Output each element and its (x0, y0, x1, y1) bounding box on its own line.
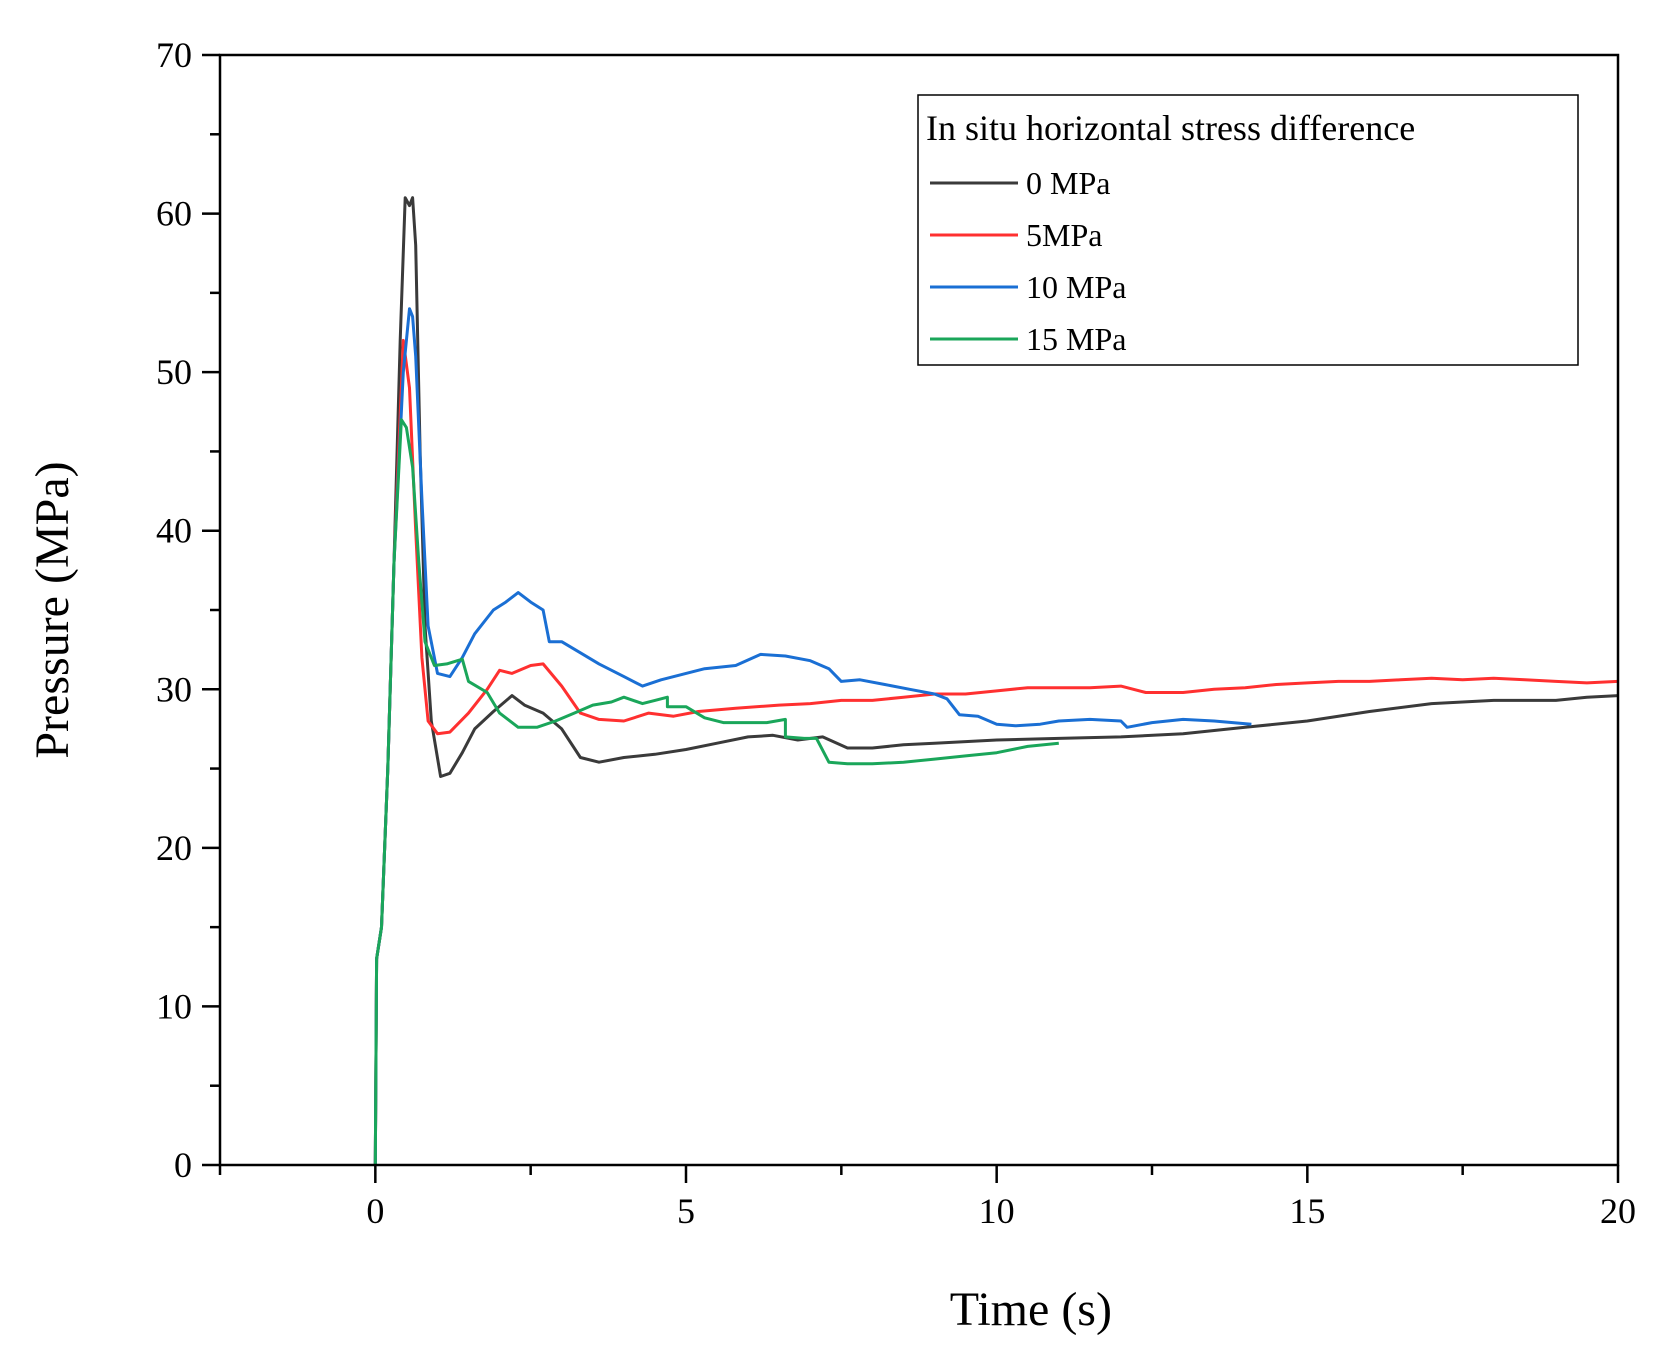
legend-items: 0 MPa 5MPa 10 MPa 15 MPa (930, 165, 1126, 357)
y-tick-label: 20 (156, 828, 192, 868)
y-tick-label: 50 (156, 352, 192, 392)
series-line-2 (373, 307, 1252, 1166)
x-axis-title: Time (s) (950, 1283, 1112, 1336)
series-group (373, 196, 1619, 1166)
series-line-1 (373, 338, 1619, 1166)
series-line-0 (373, 196, 1619, 1166)
y-axis-title: Pressure (MPa) (26, 461, 79, 758)
legend-label-0: 0 MPa (1026, 165, 1110, 201)
legend-label-2: 10 MPa (1026, 269, 1126, 305)
legend: In situ horizontal stress difference 0 M… (917, 94, 1579, 366)
plot-area: 0 5 10 15 20 0 10 20 30 40 50 60 70 (156, 35, 1636, 1231)
x-tick-label: 0 (366, 1191, 384, 1231)
y-tick-label: 70 (156, 35, 192, 75)
legend-title: In situ horizontal stress difference (926, 108, 1415, 148)
x-tick-label: 15 (1289, 1191, 1325, 1231)
y-tick-label: 0 (174, 1145, 192, 1185)
legend-box (917, 94, 1579, 366)
legend-label-3: 15 MPa (1026, 321, 1126, 357)
x-tick-label: 20 (1600, 1191, 1636, 1231)
y-tick-label: 10 (156, 986, 192, 1026)
y-tick-label: 30 (156, 669, 192, 709)
y-tick-label: 40 (156, 511, 192, 551)
x-tick-label: 10 (979, 1191, 1015, 1231)
y-axis-ticks: 0 10 20 30 40 50 60 70 (156, 35, 220, 1185)
legend-label-1: 5MPa (1026, 217, 1102, 253)
x-axis-ticks: 0 5 10 15 20 (218, 1165, 1636, 1231)
series-line-3 (373, 418, 1059, 1166)
x-tick-label: 5 (677, 1191, 695, 1231)
y-tick-label: 60 (156, 194, 192, 234)
